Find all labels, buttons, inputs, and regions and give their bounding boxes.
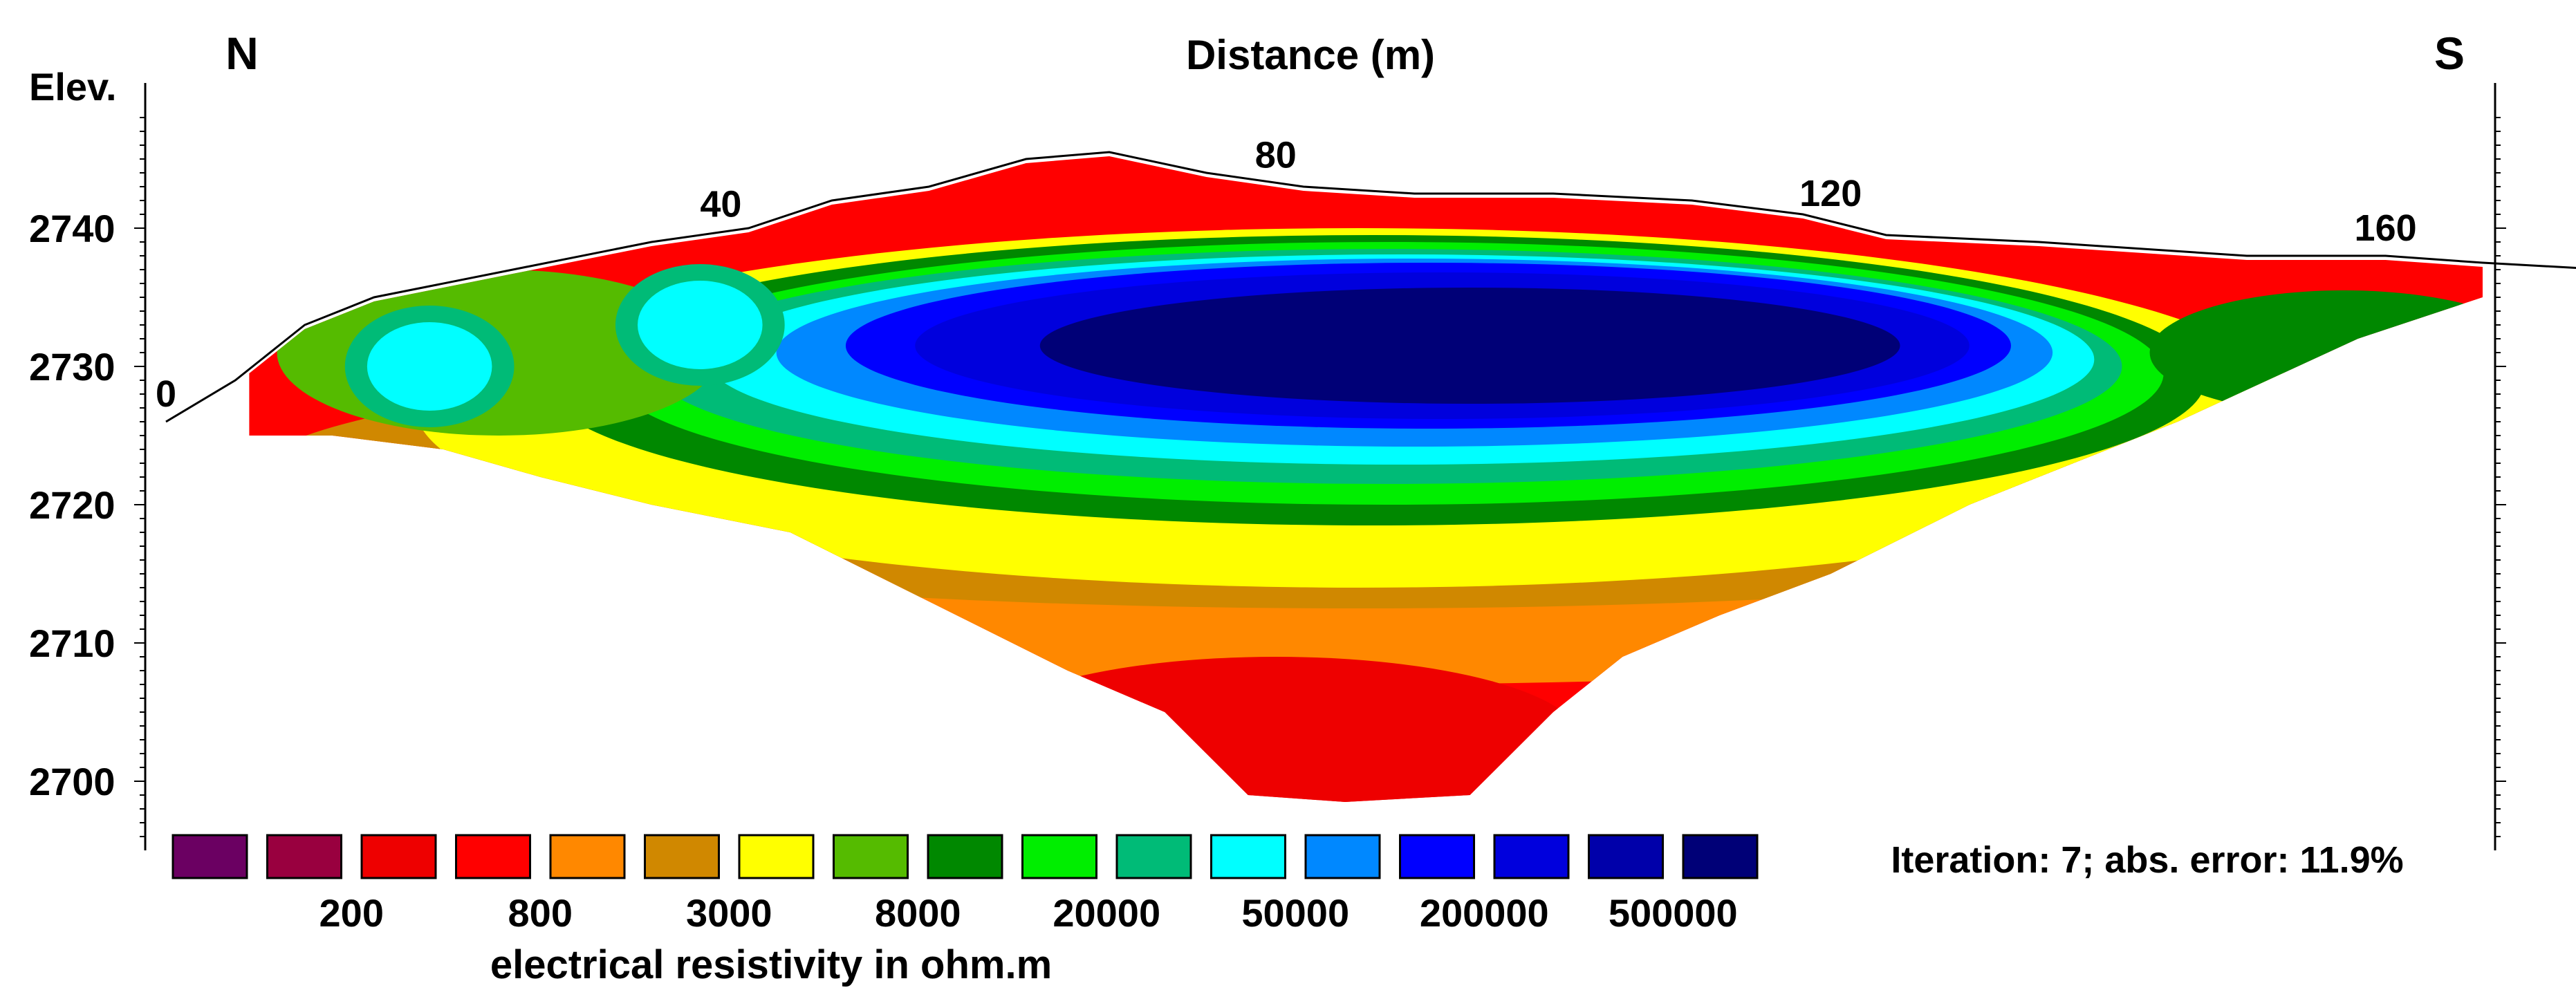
legend-swatch xyxy=(1304,834,1381,879)
legend-swatch xyxy=(1115,834,1192,879)
legend-swatch xyxy=(833,834,909,879)
right-elevation-axis xyxy=(2494,83,2506,850)
left-elevation-axis xyxy=(134,83,147,850)
resistivity-anomaly xyxy=(367,322,492,411)
resistivity-contour-band xyxy=(970,657,1582,802)
x-tick-label: 160 xyxy=(2355,207,2417,249)
legend-swatch xyxy=(1682,834,1759,879)
y-tick-labels: 2740 2730 2720 2710 2700 xyxy=(29,207,115,803)
legend-swatch xyxy=(1210,834,1286,879)
y-tick-label: 2740 xyxy=(29,207,115,250)
y-tick-label: 2730 xyxy=(29,345,115,389)
legend-swatch xyxy=(1493,834,1570,879)
legend-label: 800 xyxy=(508,891,573,935)
legend-swatch xyxy=(1588,834,1664,879)
legend-swatch xyxy=(549,834,626,879)
legend-swatch xyxy=(1399,834,1475,879)
x-tick-label: 0 xyxy=(156,373,176,415)
legend-label: 500000 xyxy=(1609,891,1738,935)
legend-swatch xyxy=(927,834,1003,879)
legend-swatch xyxy=(644,834,720,879)
legend-label: 200 xyxy=(319,891,384,935)
resistivity-contour-band xyxy=(2149,290,2483,415)
legend-label: 20000 xyxy=(1053,891,1160,935)
color-legend: 200 800 3000 8000 20000 50000 200000 500000 xyxy=(172,834,1759,935)
y-axis-label: Elev. xyxy=(29,65,117,109)
resistivity-contour-band xyxy=(1039,288,1900,404)
legend-swatch xyxy=(738,834,815,879)
y-tick-label: 2720 xyxy=(29,483,115,527)
legend-swatch xyxy=(172,834,248,879)
legend-label: 8000 xyxy=(875,891,961,935)
x-tick-labels: 0 40 80 120 160 xyxy=(156,134,2417,415)
y-tick-label: 2700 xyxy=(29,760,115,803)
legend-label: 50000 xyxy=(1241,891,1349,935)
legend-label: 200000 xyxy=(1420,891,1549,935)
x-tick-label: 120 xyxy=(1799,173,1862,214)
x-tick-label: 80 xyxy=(1255,134,1297,176)
x-tick-label: 40 xyxy=(700,184,741,225)
iteration-annotation: Iteration: 7; abs. error: 11.9% xyxy=(1891,839,2403,881)
legend-swatch xyxy=(266,834,342,879)
legend-swatch xyxy=(455,834,531,879)
legend-label: 3000 xyxy=(686,891,772,935)
legend-swatch xyxy=(360,834,437,879)
south-label: S xyxy=(2434,28,2465,79)
legend-title: electrical resistivity in ohm.m xyxy=(490,942,1052,987)
topographic-surface-line xyxy=(165,151,2576,423)
chart-title: Distance (m) xyxy=(1186,32,1435,78)
y-tick-label: 2710 xyxy=(29,622,115,665)
resistivity-anomaly xyxy=(638,281,763,369)
legend-swatch xyxy=(1021,834,1097,879)
north-label: N xyxy=(225,28,259,79)
